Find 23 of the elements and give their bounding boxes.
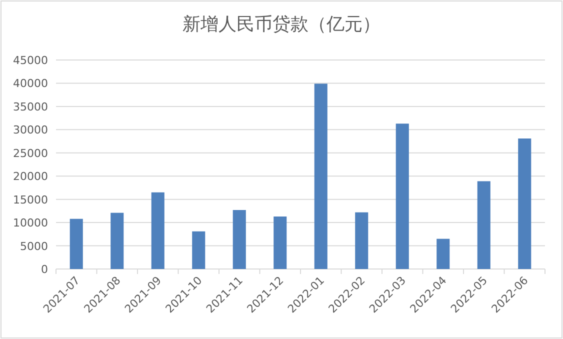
y-tick-label: 20000: [13, 170, 48, 184]
bar: [518, 138, 532, 269]
bar: [274, 216, 287, 269]
bar: [436, 238, 450, 269]
bar: [70, 218, 83, 269]
y-tick-label: 0: [41, 263, 48, 276]
bar: [396, 124, 409, 269]
bar: [477, 181, 490, 269]
bar: [192, 231, 206, 269]
y-tick-label: 5000: [20, 240, 48, 253]
y-tick-label: 30000: [13, 124, 48, 137]
bar: [110, 212, 124, 269]
bar: [314, 84, 328, 269]
bar: [151, 192, 164, 269]
y-tick-label: 45000: [13, 54, 48, 67]
bar: [232, 210, 246, 269]
y-tick-label: 10000: [13, 216, 48, 230]
y-tick-label: 40000: [13, 77, 48, 90]
y-tick-label: 35000: [13, 100, 48, 114]
chart-title: 新增人民币贷款（亿元）: [182, 14, 380, 35]
y-tick-label: 25000: [13, 146, 48, 160]
y-tick-label: 15000: [13, 193, 48, 206]
bar: [355, 212, 368, 269]
